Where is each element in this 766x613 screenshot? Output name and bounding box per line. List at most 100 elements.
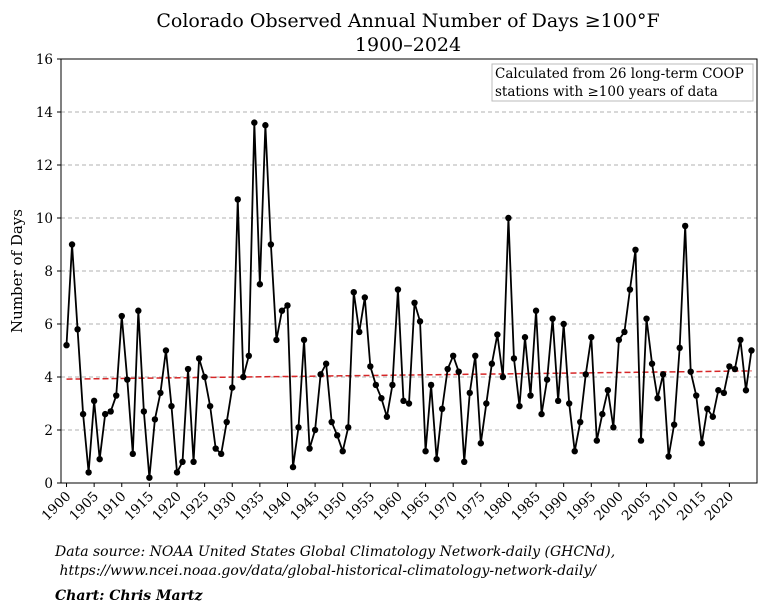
data-point-1980 [505,214,512,222]
annotation-frame [491,63,754,102]
data-point-1962 [405,400,413,407]
data-point-2010 [670,421,678,428]
data-point-1903 [79,410,87,418]
data-point-1946 [317,371,324,378]
data-point-1954 [361,294,369,301]
data-point-1929 [223,418,230,426]
x-tick-label-1975: 1975 [453,489,489,525]
data-point-1949 [333,432,341,439]
x-axis-ticks: 1900190519101915192019251930193519401945… [39,483,737,524]
y-tick-label-4: 4 [44,370,53,386]
data-point-2001 [621,328,628,336]
data-point-1959 [389,381,396,389]
data-point-1924 [195,355,203,362]
x-tick-label-1900: 1900 [39,489,75,525]
data-point-1938 [273,336,280,344]
data-point-1990 [560,320,567,328]
data-point-1913 [135,307,142,314]
x-tick-label-1990: 1990 [536,489,572,525]
data-point-1987 [543,376,551,383]
data-point-1958 [383,413,391,420]
trend-line [66,370,752,380]
data-point-1932 [240,373,247,381]
data-point-1976 [483,400,490,407]
data-point-1968 [438,405,446,412]
data-point-1994 [582,371,589,378]
data-point-1916 [151,416,159,423]
data-point-1901 [68,241,76,248]
data-point-1940 [284,302,291,309]
data-point-1960 [394,286,402,293]
data-point-1965 [422,448,429,455]
data-point-1910 [118,312,125,320]
y-tick-label-14: 14 [36,105,53,121]
data-point-2002 [626,286,634,293]
series-line-0 [65,121,753,479]
data-point-1907 [101,410,109,418]
chart-title: Colorado Observed Annual Number of Days … [156,10,659,32]
data-point-2000 [615,336,623,344]
data-point-2021 [731,365,739,373]
data-point-2018 [715,387,722,394]
x-tick-label-1935: 1935 [232,489,268,525]
data-point-1963 [411,299,418,306]
data-point-1943 [300,336,308,344]
data-point-1911 [124,376,131,383]
data-point-1983 [521,334,529,341]
data-point-1969 [444,365,451,373]
data-point-1989 [554,397,562,405]
data-point-2008 [659,371,667,378]
y-tick-label-0: 0 [44,476,53,492]
data-point-1931 [234,196,241,203]
data-point-2004 [637,437,645,444]
data-point-2013 [687,368,694,375]
data-point-1999 [610,424,617,431]
x-tick-label-1965: 1965 [398,489,434,525]
y-tick-label-6: 6 [44,317,53,333]
data-point-1979 [499,373,507,381]
data-point-1920 [173,469,181,476]
data-point-1906 [96,455,103,463]
data-point-2015 [698,440,705,447]
x-tick-label-1930: 1930 [204,489,240,525]
data-point-1921 [179,458,186,465]
data-point-1955 [367,363,374,370]
data-point-1967 [433,455,440,463]
x-tick-label-1970: 1970 [425,489,461,525]
data-point-1928 [217,450,225,458]
data-point-1992 [571,448,578,455]
data-point-1908 [107,408,114,415]
data-point-1978 [494,331,501,338]
data-point-1933 [245,352,253,359]
data-point-1982 [516,402,523,410]
data-point-2011 [676,344,683,352]
data-point-1918 [162,347,170,354]
data-point-1953 [356,328,363,336]
x-tick-label-1920: 1920 [149,489,185,525]
data-point-1905 [90,397,98,405]
data-point-1947 [322,360,330,367]
data-point-1952 [350,289,357,296]
data-point-1971 [455,368,462,375]
trend-layer [66,370,752,380]
x-tick-label-1995: 1995 [564,489,600,525]
data-source-note: Data source: NOAA United States Global C… [55,544,616,579]
data-point-1917 [157,389,164,397]
data-point-1988 [549,315,556,322]
data-point-1998 [604,387,612,394]
data-point-1984 [527,392,534,399]
data-point-1997 [599,410,606,418]
data-point-1977 [488,360,496,367]
data-point-1915 [146,474,153,481]
grid-lines [61,111,757,431]
data-point-2003 [632,246,639,253]
data-point-2020 [726,363,733,370]
x-tick-label-2015: 2015 [674,489,710,525]
data-point-1900 [63,342,70,349]
data-point-1912 [129,450,137,458]
data-point-2006 [648,360,656,367]
chart-subtitle: 1900–2024 [355,34,461,56]
x-tick-label-2005: 2005 [619,489,655,525]
data-point-1986 [538,410,545,418]
data-point-2022 [737,336,744,344]
